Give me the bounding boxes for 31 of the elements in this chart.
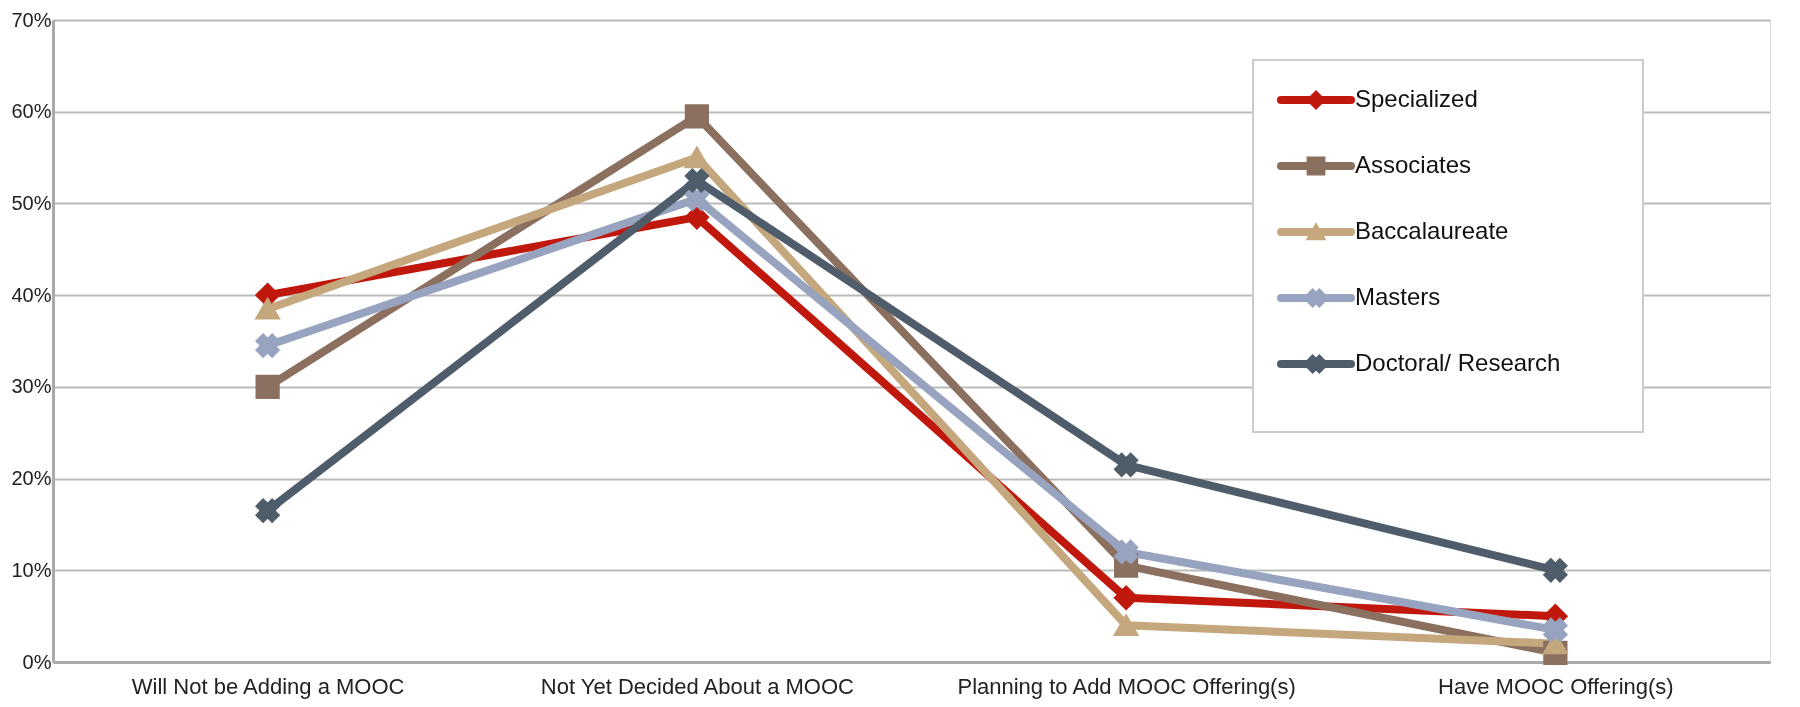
y-tick-label: 40%: [11, 283, 52, 306]
y-tick-label: 70%: [11, 8, 52, 31]
y-tick-label: 30%: [11, 375, 52, 398]
point: [684, 104, 709, 129]
legend-label: Specialized: [1355, 85, 1478, 112]
legend-label: Doctoral/ Research: [1355, 349, 1561, 376]
x-tick-label: Have MOOC Offering(s): [1438, 673, 1674, 699]
point: [1114, 452, 1139, 477]
legend-label: Baccalaureate: [1355, 217, 1509, 244]
point: [1543, 617, 1568, 642]
point: [684, 146, 709, 169]
y-tick-label: 20%: [11, 467, 52, 490]
x-tick-label: Not Yet Decided About a MOOC: [540, 673, 855, 699]
point: [255, 333, 280, 358]
point: [684, 205, 709, 230]
y-tick-label: 60%: [11, 100, 52, 123]
point: [1114, 585, 1139, 610]
legend-label: Associates: [1355, 151, 1472, 178]
y-tick-label: 0%: [22, 650, 52, 673]
point: [1114, 614, 1139, 636]
point: [255, 498, 280, 523]
point: [255, 374, 280, 399]
y-tick-label: 50%: [11, 191, 52, 214]
point: [255, 298, 280, 320]
y-tick-label: 10%: [11, 558, 52, 581]
x-tick-label: Planning to Add MOOC Offering(s): [957, 673, 1296, 699]
legend-label: Masters: [1355, 283, 1441, 310]
point: [684, 168, 709, 193]
point: [1543, 558, 1568, 583]
point: [1114, 539, 1139, 564]
x-tick-label: Will Not be Adding a MOOC: [131, 673, 405, 699]
